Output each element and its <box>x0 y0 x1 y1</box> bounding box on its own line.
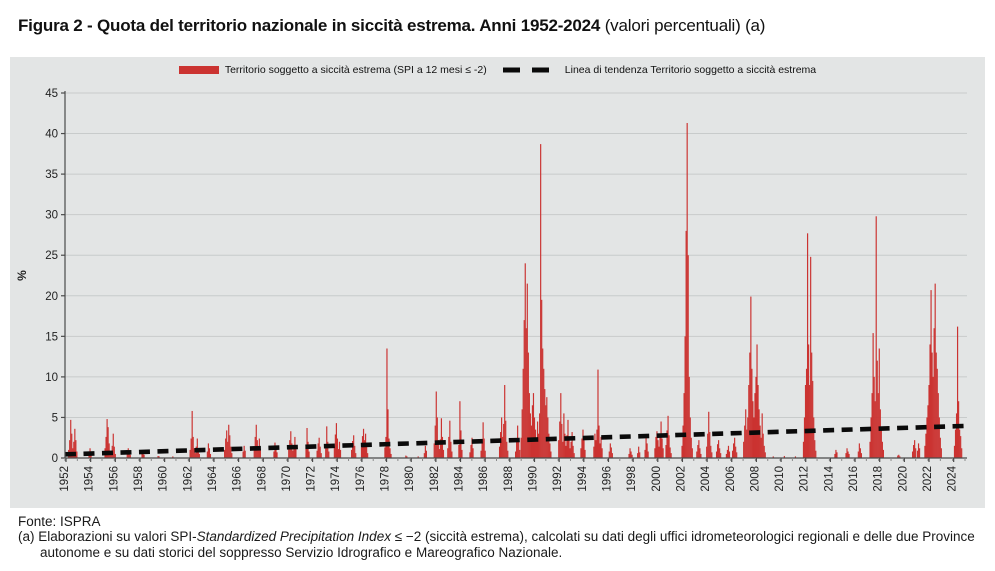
svg-text:35: 35 <box>45 169 58 181</box>
svg-text:5: 5 <box>52 412 58 424</box>
drought-bars <box>68 123 963 458</box>
trend-line <box>64 423 966 457</box>
svg-text:1956: 1956 <box>108 466 120 492</box>
legend-item-series: Territorio soggetto a siccità estrema (S… <box>178 64 487 76</box>
svg-text:1974: 1974 <box>330 465 342 491</box>
svg-text:1960: 1960 <box>158 466 170 492</box>
svg-text:1958: 1958 <box>133 466 145 492</box>
svg-text:25: 25 <box>45 250 58 262</box>
figure-title-suffix: (valori percentuali) (a) <box>600 16 766 35</box>
svg-text:1966: 1966 <box>232 466 244 492</box>
x-axis-minor-ticks <box>64 458 966 461</box>
svg-text:1990: 1990 <box>527 466 539 492</box>
red-bar-swatch-icon <box>178 66 219 74</box>
chart-legend: Territorio soggetto a siccità estrema (S… <box>10 64 985 76</box>
footnote-italic: Standardized Precipitation Index <box>196 529 391 544</box>
dashed-line-swatch-icon <box>502 67 559 73</box>
svg-text:30: 30 <box>45 210 58 222</box>
legend-item-trend: Linea di tendenza Territorio soggetto a … <box>501 64 816 76</box>
figure-title-main: Figura 2 - Quota del territorio nazional… <box>18 16 601 35</box>
svg-text:45: 45 <box>45 88 58 100</box>
gridlines <box>65 92 967 418</box>
svg-text:1964: 1964 <box>207 465 219 491</box>
svg-text:1970: 1970 <box>281 466 293 492</box>
svg-text:1972: 1972 <box>306 466 318 492</box>
svg-text:1952: 1952 <box>59 466 71 492</box>
svg-text:2012: 2012 <box>799 466 811 492</box>
svg-text:2004: 2004 <box>700 465 712 491</box>
svg-text:1962: 1962 <box>182 466 194 492</box>
svg-text:2016: 2016 <box>848 466 860 492</box>
footnote-suffix: ≤ −2 (siccità estrema), calcolati su dat… <box>40 529 975 560</box>
svg-text:1980: 1980 <box>404 466 416 492</box>
svg-text:10: 10 <box>45 372 58 384</box>
svg-text:2014: 2014 <box>823 465 835 491</box>
svg-text:1984: 1984 <box>454 465 466 491</box>
svg-text:2018: 2018 <box>873 466 885 492</box>
svg-text:2002: 2002 <box>675 466 687 492</box>
x-axis-labels: 1952 1954 1956 1958 1960 1962 1964 1966 1968 1970… <box>59 458 959 492</box>
svg-text:1986: 1986 <box>478 466 490 492</box>
svg-text:1982: 1982 <box>429 466 441 492</box>
svg-text:1996: 1996 <box>601 466 613 492</box>
footnote: (a) Elaborazioni su valori SPI-Standardi… <box>18 529 995 561</box>
svg-text:15: 15 <box>45 331 58 343</box>
legend-series-label: Territorio soggetto a siccità estrema (S… <box>224 64 487 76</box>
legend-trend-label: Linea di tendenza Territorio soggetto a … <box>564 64 817 76</box>
footnote-prefix: (a) Elaborazioni su valori SPI- <box>18 529 197 544</box>
svg-text:1978: 1978 <box>380 466 392 492</box>
chart-panel: 0 5 10 15 20 25 30 35 40 45 1952 1954 1956 1958 1960 19… <box>10 57 985 508</box>
svg-text:1994: 1994 <box>577 465 589 491</box>
svg-text:40: 40 <box>45 129 58 141</box>
svg-text:1976: 1976 <box>355 466 367 492</box>
svg-text:1968: 1968 <box>256 466 268 492</box>
svg-text:2022: 2022 <box>922 466 934 492</box>
svg-text:2000: 2000 <box>651 466 663 492</box>
svg-text:0: 0 <box>52 453 58 465</box>
svg-text:1998: 1998 <box>626 466 638 492</box>
source-line: Fonte: ISPRA <box>18 514 101 529</box>
svg-text:2024: 2024 <box>947 465 959 491</box>
svg-text:1992: 1992 <box>552 466 564 492</box>
svg-text:20: 20 <box>45 291 58 303</box>
svg-text:2006: 2006 <box>725 466 737 492</box>
svg-text:2010: 2010 <box>774 466 786 492</box>
svg-text:2020: 2020 <box>897 466 909 492</box>
axes <box>64 91 967 459</box>
svg-text:1988: 1988 <box>503 466 515 492</box>
y-axis-title: % <box>15 270 29 281</box>
svg-text:2008: 2008 <box>749 466 761 492</box>
y-axis-ticks: 0 5 10 15 20 25 30 35 40 45 <box>45 88 65 465</box>
figure-title: Figura 2 - Quota del territorio nazional… <box>18 16 983 36</box>
svg-text:1954: 1954 <box>84 465 96 491</box>
